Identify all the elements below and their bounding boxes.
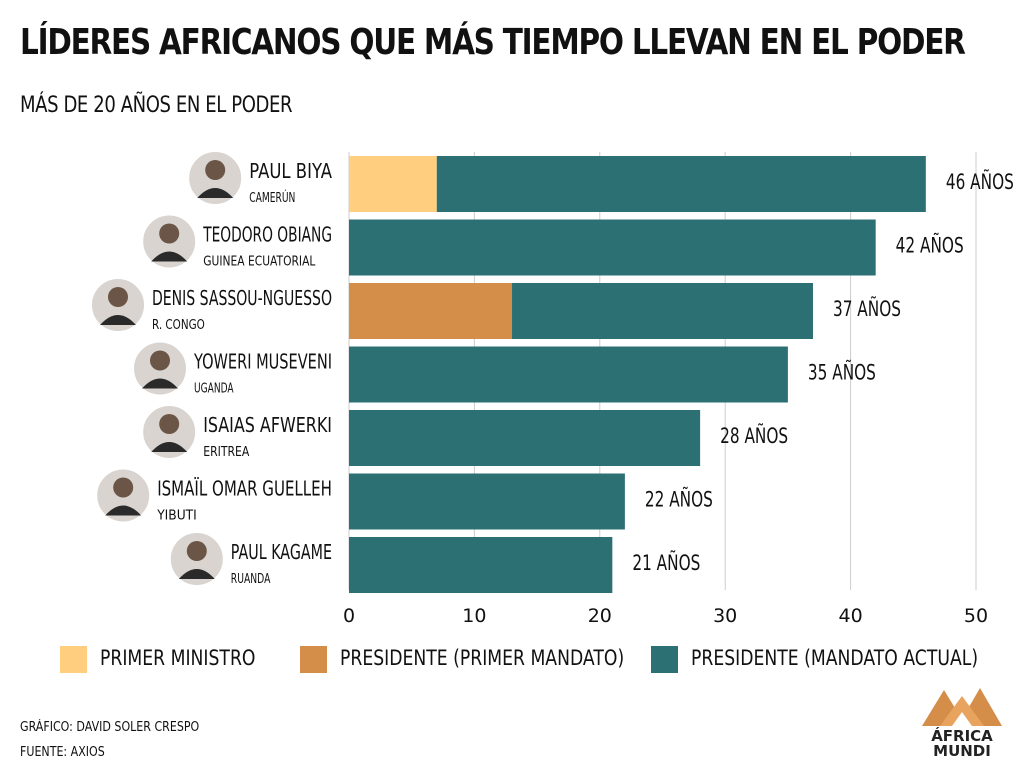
portrait-body-5	[151, 442, 188, 452]
chart-subtitle: MÁS DE 20 AÑOS EN EL PODER	[20, 93, 293, 118]
logo-text-line2: MUNDI	[933, 742, 991, 760]
mountain-logo-icon	[922, 688, 1002, 726]
bar-4-series-3	[349, 346, 788, 403]
x-tick-label-0: 0	[343, 605, 355, 627]
legend-swatch-primer-mandato	[300, 646, 327, 673]
bar-3-series-3	[512, 283, 813, 339]
leader-name-4: YOWERI MUSEVENI	[193, 350, 332, 374]
portrait-head-7	[186, 541, 207, 561]
portrait-body-6	[105, 505, 142, 516]
chart-title: LÍDERES AFRICANOS QUE MÁS TIEMPO LLEVAN …	[20, 22, 966, 63]
legend-label-primer-ministro: PRIMER MINISTRO	[100, 646, 256, 670]
country-label-2: GUINEA ECUATORIAL	[203, 255, 316, 270]
legend-label-primer-mandato: PRESIDENTE (PRIMER MANDATO)	[340, 646, 625, 670]
value-label-5: 28 AÑOS	[720, 422, 788, 448]
value-label-3: 37 AÑOS	[833, 295, 901, 321]
portrait-head-5	[159, 414, 180, 434]
country-label-7: RUANDA	[231, 572, 271, 587]
x-tick-label-40: 40	[839, 605, 863, 627]
africa-mundi-logo: ÁFRICA MUNDI	[912, 684, 1012, 760]
portrait-head-2	[159, 223, 180, 244]
leader-name-3: DENIS SASSOU-NGUESSO	[152, 286, 332, 310]
value-label-2: 42 AÑOS	[896, 232, 964, 258]
value-label-6: 22 AÑOS	[645, 486, 713, 512]
portrait-head-1	[205, 160, 226, 180]
country-label-3: R. CONGO	[152, 318, 205, 333]
country-label-1: CAMERÚN	[249, 190, 295, 206]
portrait-body-3	[100, 315, 136, 325]
logo-text-line1: ÁFRICA	[931, 727, 993, 745]
bar-3-series-2	[349, 283, 513, 339]
portrait-head-3	[108, 287, 128, 307]
legend: PRIMER MINISTRO PRESIDENTE (PRIMER MANDA…	[0, 644, 1024, 674]
value-label-1: 46 AÑOS	[946, 168, 1014, 194]
legend-label-mandato-actual: PRESIDENTE (MANDATO ACTUAL)	[691, 646, 979, 670]
leader-name-1: PAUL BIYA	[249, 159, 332, 183]
country-label-6: YIBUTI	[156, 509, 197, 524]
leader-name-7: PAUL KAGAME	[231, 540, 332, 564]
legend-swatch-mandato-actual	[651, 646, 678, 673]
x-tick-label-50: 50	[964, 605, 988, 627]
portrait-body-4	[142, 378, 178, 389]
value-label-4: 35 AÑOS	[808, 359, 876, 385]
portrait-body-1	[197, 188, 234, 198]
x-tick-label-20: 20	[588, 605, 612, 627]
x-tick-label-30: 30	[713, 605, 737, 627]
credit-graphic: GRÁFICO: DAVID SOLER CRESPO	[20, 720, 200, 735]
leader-name-5: ISAIAS AFWERKI	[203, 413, 332, 437]
country-label-4: UGANDA	[194, 382, 234, 397]
credit-source: FUENTE: AXIOS	[20, 745, 105, 760]
leader-name-6: ISMAÏL OMAR GUELLEH	[157, 477, 332, 501]
bar-5-series-3	[349, 410, 701, 466]
x-tick-label-10: 10	[462, 605, 486, 627]
bar-2-series-3	[349, 219, 876, 276]
bar-6-series-3	[349, 473, 625, 530]
portrait-head-6	[113, 477, 134, 498]
portrait-head-4	[150, 350, 170, 371]
legend-swatch-primer-ministro	[60, 646, 87, 673]
bar-1-series-1	[349, 156, 437, 212]
portrait-body-2	[151, 251, 188, 262]
bar-1-series-3	[436, 156, 926, 212]
leader-name-2: TEODORO OBIANG	[203, 223, 332, 247]
bar-chart: 0 10 20 30 40 50 46 AÑOS PAUL BIYA CAMERÚN 42 AÑO…	[90, 150, 1014, 627]
country-label-5: ERITREA	[203, 445, 249, 460]
bar-7-series-3	[349, 537, 613, 593]
value-label-7: 21 AÑOS	[632, 549, 700, 575]
portrait-body-7	[178, 569, 215, 579]
